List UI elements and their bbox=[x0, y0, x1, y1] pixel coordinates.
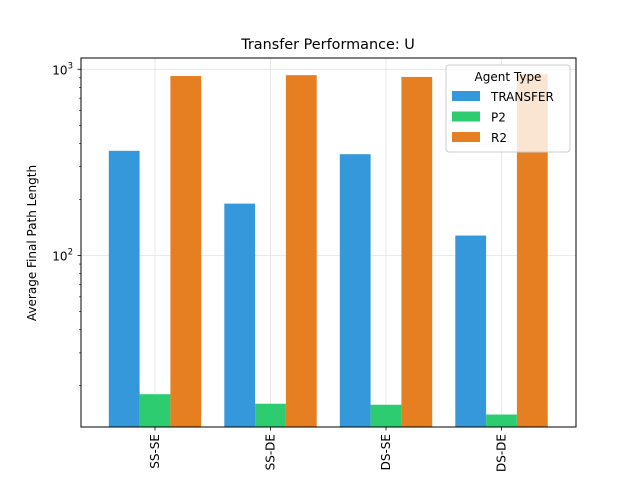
legend-label-p2: P2 bbox=[491, 111, 506, 125]
y-tick-label: 102 bbox=[52, 248, 73, 264]
y-axis-label: Average Final Path Length bbox=[25, 165, 39, 321]
legend-swatch-r2 bbox=[452, 132, 480, 142]
legend-label-r2: R2 bbox=[491, 131, 507, 145]
x-tick-label: DS-DE bbox=[495, 434, 509, 472]
axes-layer bbox=[80, 57, 577, 428]
ticks-layer: SS-SE SS-DE DS-SE DS-DE 102 103 bbox=[52, 61, 508, 472]
legend-swatch-p2 bbox=[452, 111, 480, 122]
legend-title: Agent Type bbox=[475, 70, 542, 84]
bar-p2-ss-se bbox=[139, 394, 171, 427]
bar-p2-ss-de bbox=[255, 403, 286, 427]
bar-p2-ds-se bbox=[370, 404, 402, 427]
bar-transfer-ss-se bbox=[108, 150, 140, 427]
bars-layer bbox=[108, 74, 548, 427]
legend-label-transfer: TRANSFER bbox=[490, 90, 554, 104]
legend: Agent Type TRANSFER P2 R2 bbox=[445, 64, 571, 153]
bar-transfer-ss-de bbox=[224, 203, 256, 427]
bar-p2-ds-de bbox=[486, 414, 517, 427]
bar-transfer-ds-de bbox=[455, 235, 487, 427]
bar-r2-ds-se bbox=[401, 76, 433, 427]
legend-box bbox=[445, 64, 571, 153]
bar-r2-ss-se bbox=[170, 76, 202, 427]
x-tick-label: DS-SE bbox=[379, 434, 393, 470]
x-tick-label: SS-DE bbox=[264, 434, 278, 470]
x-tick-label: SS-SE bbox=[148, 434, 162, 469]
chart-title: Transfer Performance: U bbox=[240, 37, 415, 53]
axes-frame bbox=[80, 57, 577, 428]
y-tick-label: 103 bbox=[52, 61, 73, 77]
bar-r2-ss-de bbox=[285, 75, 317, 427]
legend-swatch-transfer bbox=[452, 91, 480, 101]
bar-transfer-ds-se bbox=[339, 154, 371, 427]
